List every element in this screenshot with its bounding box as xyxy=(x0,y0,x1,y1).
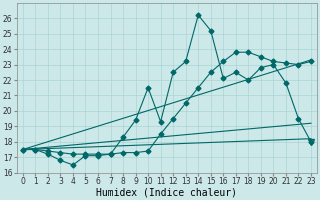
X-axis label: Humidex (Indice chaleur): Humidex (Indice chaleur) xyxy=(96,187,237,197)
